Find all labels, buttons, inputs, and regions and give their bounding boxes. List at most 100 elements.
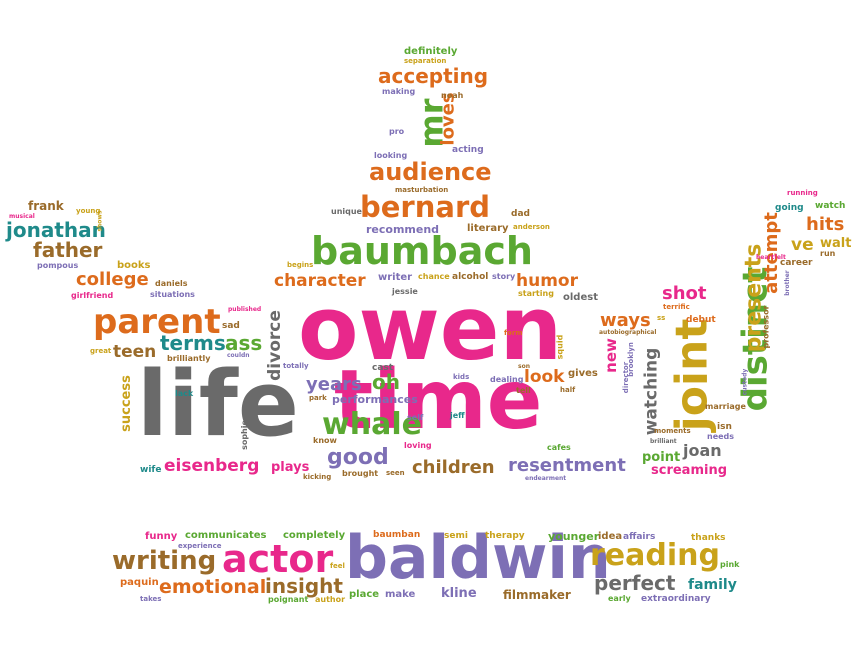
word: joan: [683, 441, 722, 460]
word: musical: [9, 213, 35, 220]
word: terms: [160, 331, 226, 355]
word: dad: [511, 209, 530, 219]
word: gives: [568, 368, 598, 379]
word: autobiographical: [599, 329, 657, 336]
word: marriage: [705, 402, 746, 411]
word: completely: [283, 530, 346, 541]
word: daniels: [155, 279, 188, 288]
word: whale: [322, 407, 422, 442]
word: cafes: [547, 443, 571, 452]
word: success: [118, 375, 134, 432]
word: published: [228, 306, 262, 313]
word: lack: [175, 389, 194, 398]
word: debut: [686, 315, 716, 325]
word: loves: [437, 92, 459, 146]
word: separation: [404, 57, 447, 65]
word: therapy: [485, 531, 525, 541]
word: loving: [404, 441, 432, 450]
word: semi: [444, 531, 468, 541]
word: feel: [330, 562, 345, 570]
word: dealing: [490, 375, 524, 384]
word: oh: [372, 370, 400, 394]
word: self: [407, 413, 424, 422]
word: baumbach: [311, 229, 533, 273]
word: seen: [386, 469, 405, 477]
word: noah: [441, 91, 464, 100]
word: brilliant: [650, 438, 677, 445]
word: form: [504, 329, 523, 337]
word: kids: [453, 373, 470, 381]
word: masturbation: [395, 186, 449, 194]
word: half: [560, 386, 576, 394]
word: time: [334, 353, 543, 448]
word: anderson: [513, 223, 550, 231]
word: chance: [418, 272, 450, 281]
word: reading: [590, 538, 720, 573]
word: custody: [741, 368, 749, 396]
word: early: [608, 594, 631, 603]
word: filmmaker: [503, 588, 571, 602]
word: father: [33, 238, 103, 262]
word: totally: [283, 362, 309, 370]
word: extraordinary: [641, 594, 711, 604]
word: parent: [93, 302, 221, 342]
word: brilliantly: [167, 354, 211, 363]
word: squid: [555, 334, 565, 360]
word: attempt: [760, 212, 782, 294]
word: cast: [372, 363, 394, 373]
word: going: [775, 203, 804, 213]
word: isn: [717, 422, 732, 432]
word: thanks: [691, 533, 726, 543]
word: hits: [806, 214, 845, 235]
word: girlfriend: [71, 291, 114, 300]
word: shows: [96, 210, 104, 232]
word: running: [787, 189, 818, 197]
word: brother: [783, 270, 791, 296]
word: performances: [332, 393, 418, 406]
word: tell: [516, 386, 531, 395]
word: terrific: [663, 303, 690, 311]
word: college: [76, 269, 149, 290]
word: place: [349, 589, 380, 600]
word: actor: [222, 537, 334, 581]
word: sad: [222, 321, 240, 331]
word: definitely: [404, 46, 458, 57]
word: communicates: [185, 530, 267, 541]
word: sophie: [239, 420, 249, 450]
word: starting: [518, 289, 554, 298]
word: son: [518, 363, 530, 370]
word: family: [688, 577, 737, 593]
word: new: [601, 338, 620, 373]
word: idea: [598, 531, 623, 542]
word: couldn: [227, 352, 250, 359]
word: author: [315, 595, 346, 604]
word: accepting: [378, 64, 489, 88]
word: acting: [452, 145, 484, 155]
word: heartfelt: [756, 254, 786, 261]
word: make: [385, 589, 416, 600]
word: owen: [298, 277, 563, 380]
word: kline: [441, 586, 477, 601]
word: alcohol: [452, 272, 489, 282]
word: pink: [720, 560, 740, 569]
word: story: [492, 272, 516, 281]
word: funny: [145, 531, 178, 542]
word: jeff: [450, 411, 465, 420]
word: jonathan: [6, 218, 106, 242]
word: divorce: [264, 310, 285, 381]
word: looking: [374, 151, 408, 160]
word: takes: [140, 595, 162, 603]
word: watch: [815, 201, 846, 211]
word: pro: [389, 127, 405, 136]
word: recommend: [366, 223, 440, 236]
word: insight: [265, 574, 343, 598]
word: situations: [150, 290, 195, 299]
word: experience: [178, 542, 222, 550]
word: resentment: [508, 455, 626, 476]
word: ass: [225, 331, 263, 355]
word: paquin: [120, 577, 159, 588]
word: frank: [28, 199, 64, 213]
word: begins: [287, 261, 314, 269]
word: run: [820, 249, 836, 258]
word: humor: [516, 271, 578, 291]
